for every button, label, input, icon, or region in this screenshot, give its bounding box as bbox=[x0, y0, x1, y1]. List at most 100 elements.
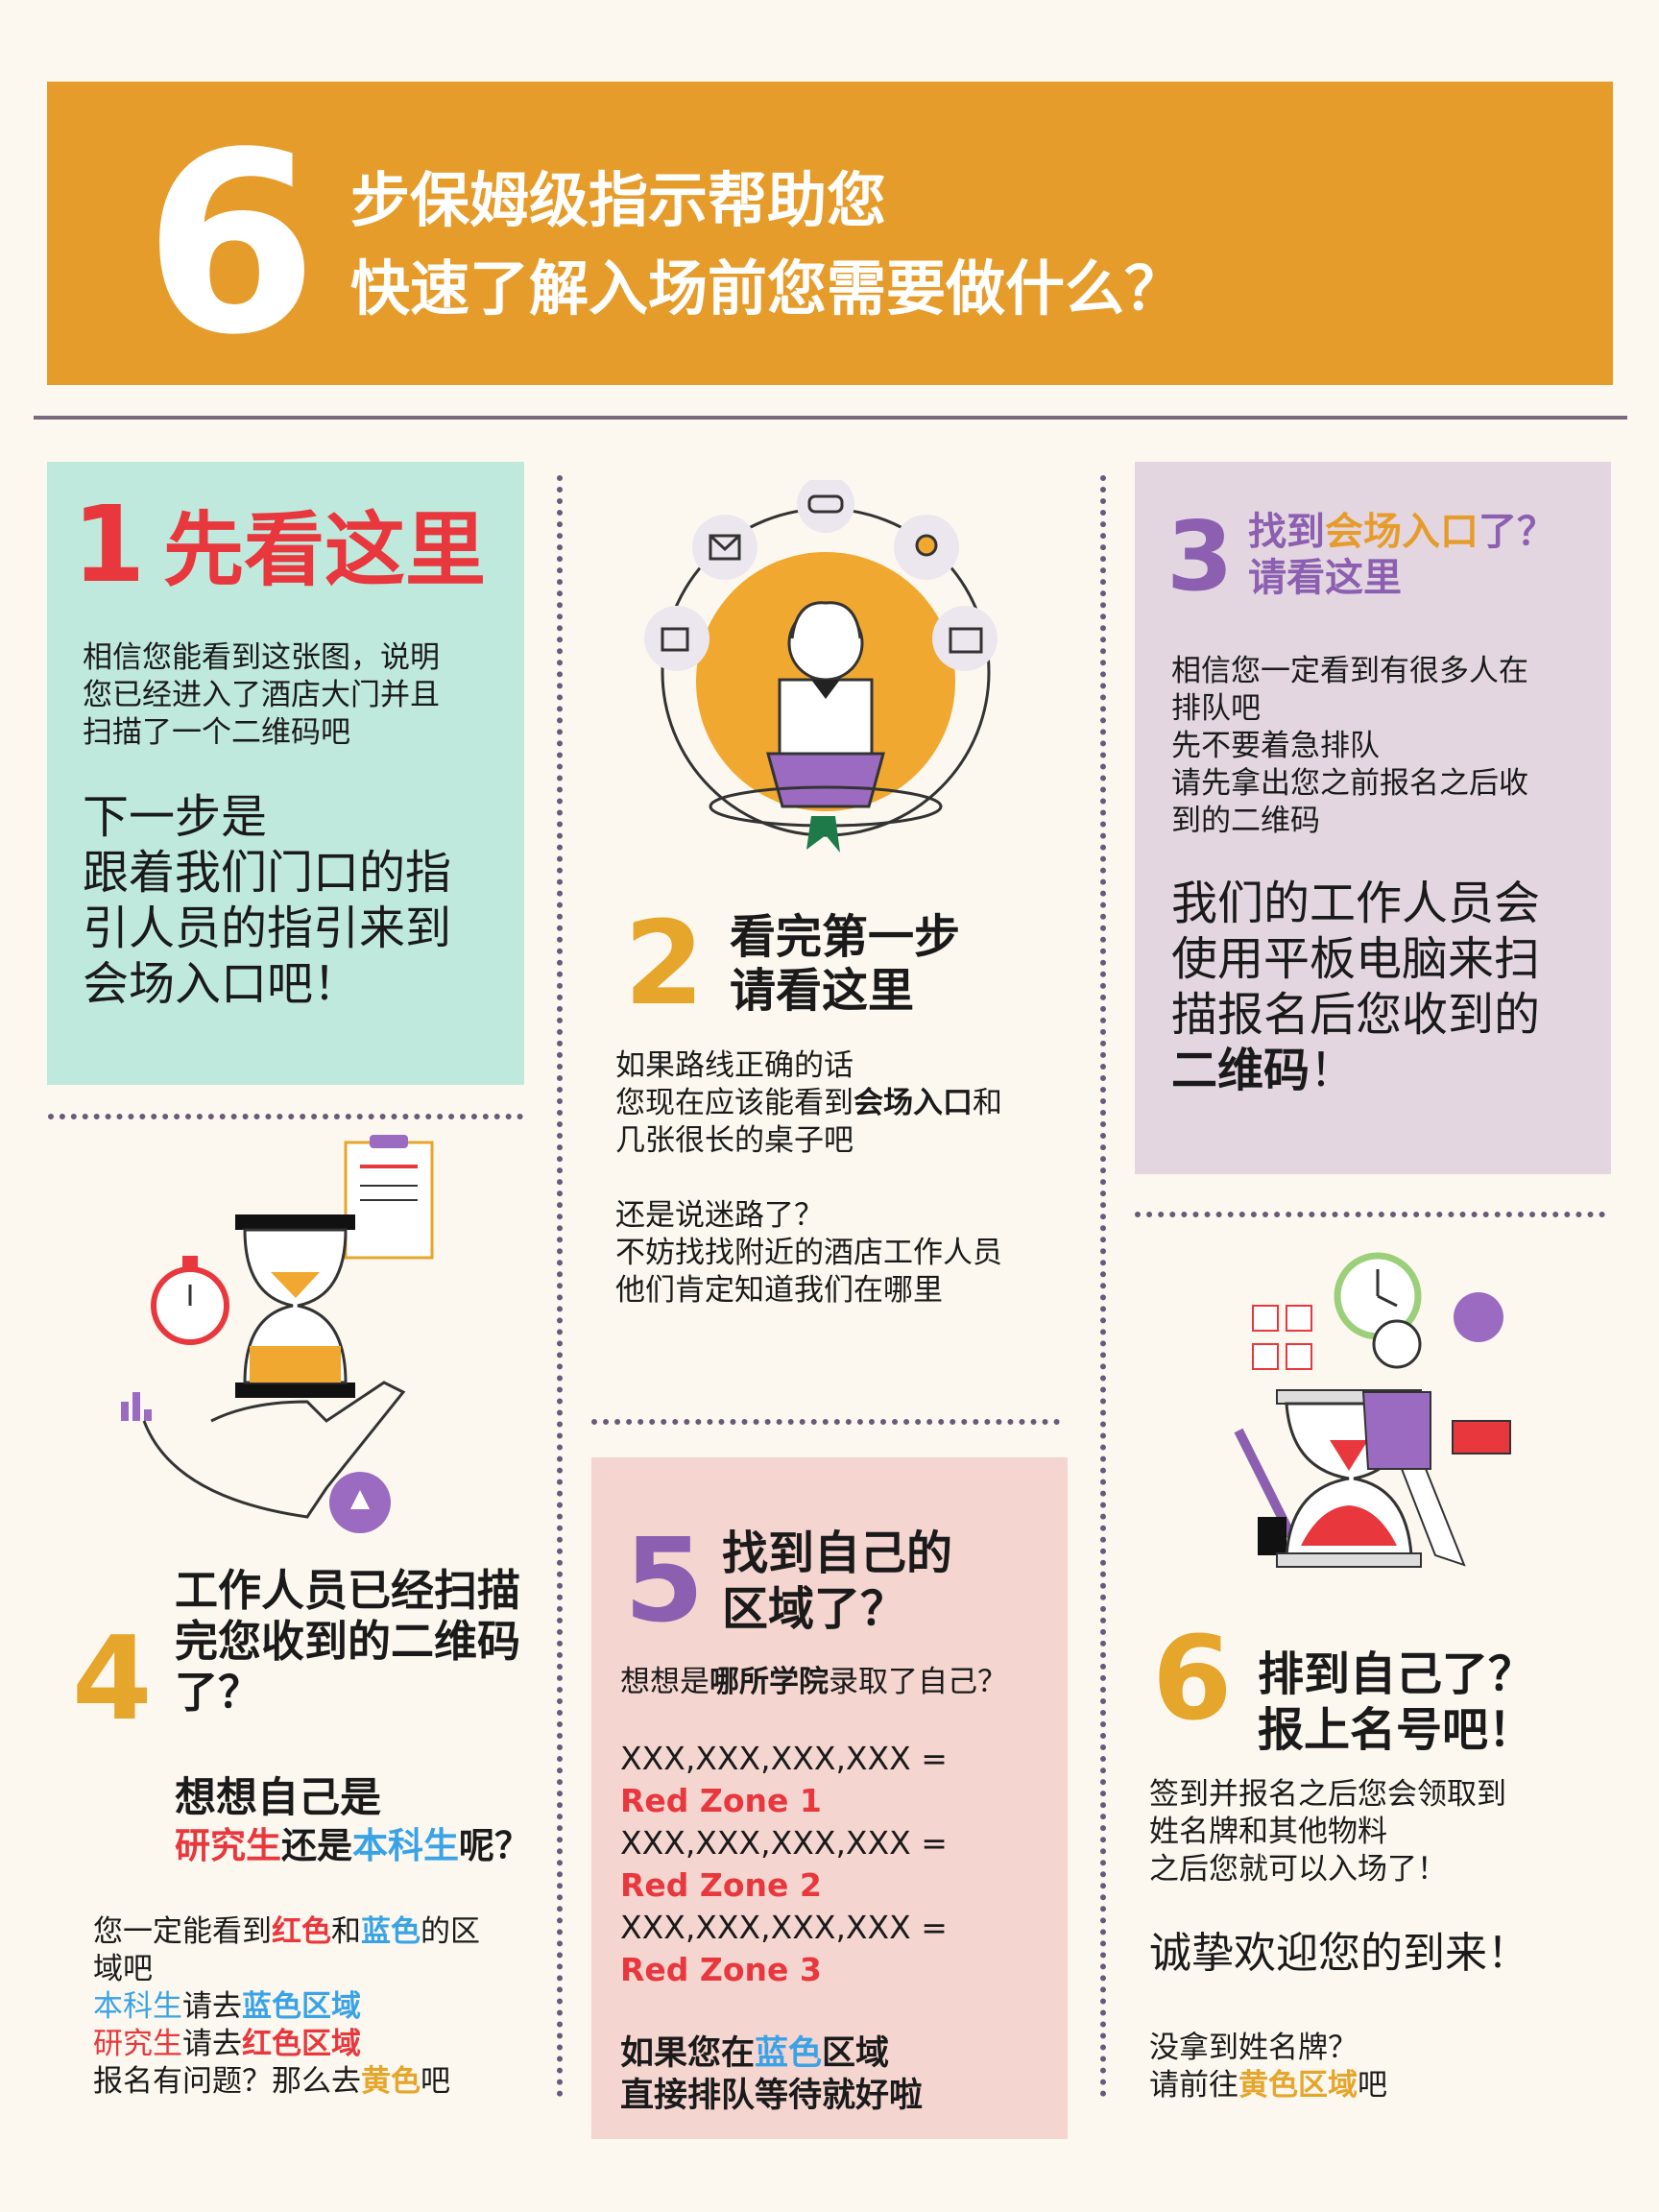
zone-code: XXX,XXX,XXX,XXX = bbox=[620, 1824, 948, 1862]
step1-body-line: 会场入口吧！ bbox=[83, 957, 360, 1011]
step2-line: 不妨找找附近的酒店工作人员 bbox=[615, 1236, 1002, 1270]
step4-text: 吧 bbox=[421, 2064, 450, 2099]
step4-line: 本科生请去蓝色区域 bbox=[93, 1988, 480, 2026]
header-divider bbox=[34, 416, 1627, 420]
step4-text: 报名有问题？那么去 bbox=[93, 2064, 361, 2099]
step5-title-line1: 找到自己的 bbox=[722, 1527, 953, 1580]
step5-number: 5 bbox=[624, 1515, 705, 1648]
step2-line: 您现在应该能看到会场入口和 bbox=[615, 1085, 1002, 1122]
step4-red-label: 红色 bbox=[272, 1914, 331, 1949]
zone-code: XXX,XXX,XXX,XXX = bbox=[620, 1909, 948, 1946]
spacer bbox=[615, 1160, 1002, 1197]
step3-title-text: 了？ bbox=[1479, 510, 1555, 554]
step1-number: 1 bbox=[72, 483, 146, 606]
step3-title: 找到会场入口了？ 请看这里 bbox=[1248, 509, 1555, 601]
step6-intro-line: 之后您就可以入场了！ bbox=[1149, 1852, 1447, 1887]
step4-blue-zone: 蓝色区域 bbox=[242, 1989, 361, 2024]
step3-body-text: ！ bbox=[1310, 1044, 1357, 1097]
step6-title-line2: 报上名号吧！ bbox=[1258, 1703, 1535, 1757]
step4-line: 报名有问题？那么去黄色吧 bbox=[93, 2063, 480, 2101]
step4-red-zone: 红色区域 bbox=[242, 2027, 361, 2061]
step5-text: 区域 bbox=[822, 2034, 890, 2073]
step3-title-highlight: 会场入口 bbox=[1325, 510, 1479, 554]
step4-line: 研究生请去红色区域 bbox=[93, 2026, 480, 2063]
step1-body-line: 跟着我们门口的指 bbox=[83, 846, 452, 900]
step4-question-line: 想想自己是 bbox=[175, 1774, 381, 1822]
step1-intro: 相信您能看到这张图，说明 您已经进入了酒店大门并且 扫描了一个二维码吧 bbox=[83, 639, 440, 752]
step6-intro-line: 姓名牌和其他物料 bbox=[1149, 1815, 1387, 1849]
step3-intro-line: 请先拿出您之前报名之后收 bbox=[1171, 766, 1528, 801]
header-title-line2: 快速了解入场前您需要做什么？ bbox=[350, 253, 1185, 324]
zone-label: Red Zone 3 bbox=[620, 1951, 822, 1988]
step4-text: 请去 bbox=[182, 1989, 242, 2024]
step6-intro: 签到并报名之后您会领取到 姓名牌和其他物料 之后您就可以入场了！ bbox=[1149, 1776, 1506, 1888]
zone-code: XXX,XXX,XXX,XXX = bbox=[620, 1740, 948, 1777]
step4-grad-label: 研究生 bbox=[175, 1825, 281, 1866]
step3-card bbox=[1135, 462, 1611, 1174]
step1-intro-line: 您已经进入了酒店大门并且 bbox=[83, 678, 440, 712]
step6-welcome: 诚挚欢迎您的到来！ bbox=[1149, 1929, 1529, 1978]
step1-intro-line: 相信您能看到这张图，说明 bbox=[83, 640, 440, 675]
step6-footer-line: 请前往黄色区域吧 bbox=[1149, 2067, 1387, 2104]
step3-title-line1: 找到会场入口了？ bbox=[1248, 509, 1555, 555]
step4-blue-label: 蓝色 bbox=[361, 1914, 421, 1949]
step2-body: 如果路线正确的话 您现在应该能看到会场入口和 几张很长的桌子吧 还是说迷路了？ … bbox=[615, 1047, 1002, 1310]
meditation-illustration bbox=[644, 480, 998, 853]
step4-question: 想想自己是 研究生还是本科生呢？ bbox=[175, 1774, 530, 1870]
waiting-person-illustration bbox=[1234, 1252, 1511, 1568]
step1-body-line: 下一步是 bbox=[83, 790, 268, 844]
step5-footer-line: 如果您在蓝色区域 bbox=[620, 2032, 923, 2075]
step6-intro-line: 签到并报名之后您会领取到 bbox=[1149, 1777, 1506, 1812]
step4-text: 和 bbox=[331, 1914, 361, 1949]
step5-zone-list: XXX,XXX,XXX,XXX = Red Zone 1 XXX,XXX,XXX… bbox=[620, 1738, 948, 1991]
step4-text: 还是 bbox=[281, 1825, 352, 1866]
step3-intro: 相信您一定看到有很多人在 排队吧 先不要着急排队 请先拿出您之前报名之后收 到的… bbox=[1171, 653, 1528, 840]
step5-card bbox=[591, 1457, 1068, 2139]
step3-intro-line: 排队吧 bbox=[1171, 691, 1261, 726]
step5-question: 想想是哪所学院录取了自己？ bbox=[620, 1664, 1007, 1701]
step3-body-highlight: 二维码 bbox=[1171, 1044, 1310, 1097]
header-big-number: 6 bbox=[144, 100, 318, 390]
step3-title-line2: 请看这里 bbox=[1248, 556, 1402, 600]
step5-title-line2: 区域了？ bbox=[722, 1582, 907, 1636]
step1-intro-line: 扫描了一个二维码吧 bbox=[83, 715, 350, 750]
zone-label: Red Zone 2 bbox=[620, 1866, 822, 1904]
row-divider-step2 bbox=[591, 1419, 1060, 1425]
step2-line: 如果路线正确的话 bbox=[615, 1048, 854, 1083]
step1-card bbox=[47, 462, 524, 1085]
step4-yellow-label: 黄色 bbox=[361, 2064, 421, 2099]
step5-highlight: 哪所学院 bbox=[709, 1665, 829, 1699]
header-title-line1: 步保姆级指示帮助您 bbox=[350, 165, 887, 235]
step4-title-line: 完您收到的二维码 bbox=[175, 1616, 521, 1667]
step6-text: 吧 bbox=[1358, 2068, 1387, 2103]
step4-text: 您一定能看到 bbox=[93, 1914, 272, 1949]
step5-text: 如果您在 bbox=[620, 2034, 756, 2073]
step4-title: 工作人员已经扫描 完您收到的二维码 了？ bbox=[175, 1565, 520, 1718]
step3-body-line: 二维码！ bbox=[1171, 1043, 1540, 1098]
step3-body-line: 描报名后您收到的 bbox=[1171, 988, 1541, 1042]
row-divider-step1 bbox=[48, 1114, 523, 1119]
step2-line: 还是说迷路了？ bbox=[615, 1198, 824, 1233]
step5-blue-label: 蓝色 bbox=[755, 2034, 823, 2073]
step3-body: 我们的工作人员会 使用平板电脑来扫 描报名后您收到的 二维码！ bbox=[1171, 876, 1540, 1098]
step6-title-line1: 排到自己了？ bbox=[1258, 1647, 1535, 1701]
step2-number: 2 bbox=[624, 898, 705, 1031]
step4-text: 请去 bbox=[182, 2027, 242, 2061]
column-divider-left bbox=[557, 475, 563, 2098]
step4-undergrad-label: 本科生 bbox=[352, 1825, 459, 1866]
step3-intro-line: 到的二维码 bbox=[1171, 804, 1320, 838]
step6-yellow-zone: 黄色区域 bbox=[1238, 2068, 1358, 2103]
step1-body-line: 引人员的指引来到 bbox=[83, 902, 452, 955]
step4-text: 的区 bbox=[421, 1914, 480, 1949]
step4-question-line: 研究生还是本科生呢？ bbox=[175, 1822, 530, 1870]
step4-text: 呢？ bbox=[459, 1825, 530, 1866]
step5-footer-line: 直接排队等待就好啦 bbox=[620, 2077, 924, 2115]
step3-intro-line: 相信您一定看到有很多人在 bbox=[1171, 654, 1528, 688]
zone-label: Red Zone 1 bbox=[620, 1782, 822, 1819]
step2-line: 他们肯定知道我们在哪里 bbox=[615, 1273, 943, 1308]
step3-body-line: 我们的工作人员会 bbox=[1171, 877, 1541, 930]
column-divider-right bbox=[1100, 475, 1106, 2098]
step5-text: 录取了自己？ bbox=[829, 1665, 1007, 1699]
row-divider-step3 bbox=[1135, 1212, 1605, 1217]
step3-title-text: 找到 bbox=[1248, 510, 1325, 554]
